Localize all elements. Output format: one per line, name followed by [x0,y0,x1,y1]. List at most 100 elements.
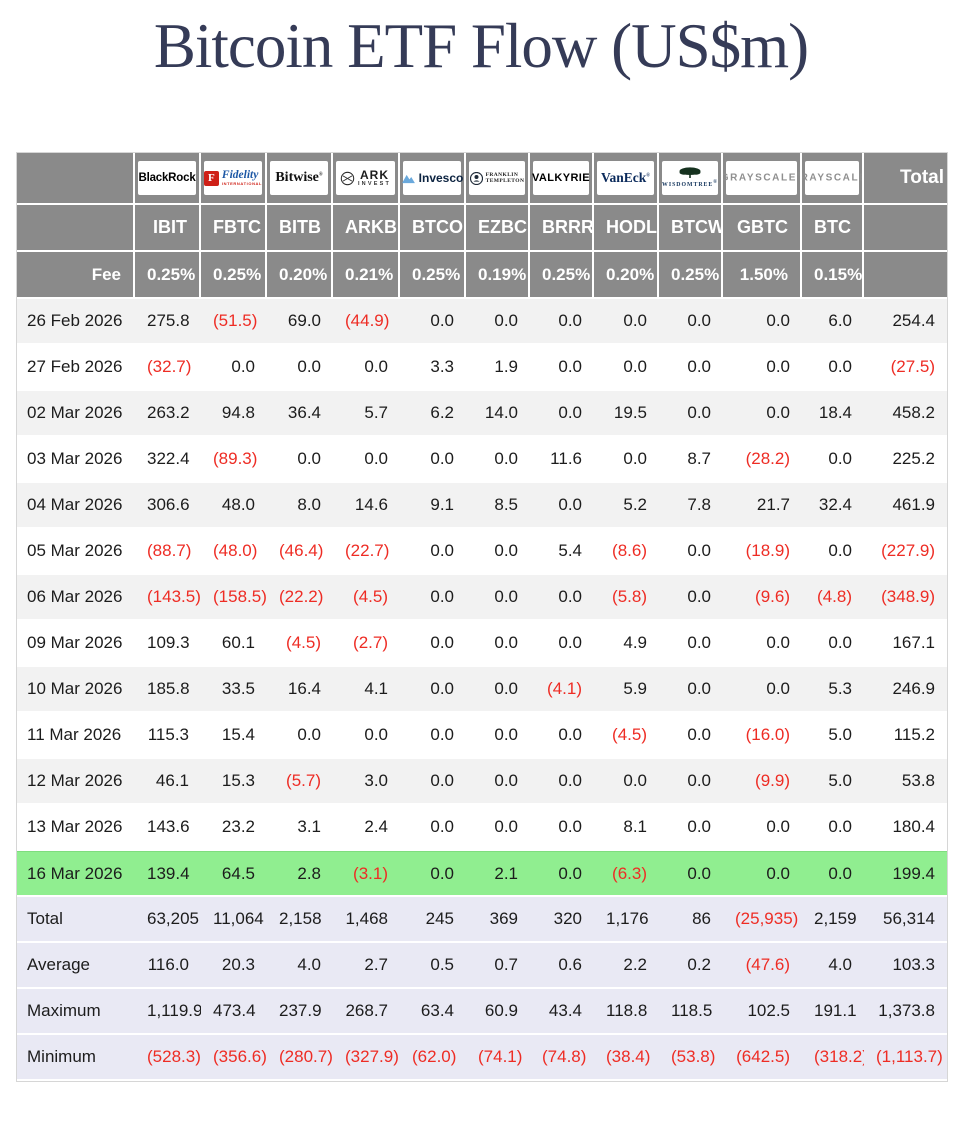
flow-cell-gbtc: (18.9) [723,529,802,575]
flow-cell-gbtc: (16.0) [723,713,802,759]
summary-row-average: Average 116.0 20.3 4.0 2.7 0.5 0.7 0.6 2.2 0.2 (47… [17,943,947,989]
registered-mark: ® [796,172,802,179]
flow-cell-bitb: (4.5) [267,621,333,667]
flow-cell-gbtc: 0.0 [723,851,802,897]
bitwise-wordmark: Bitwise® [275,170,323,185]
ticker-bitb: BITB [267,205,333,252]
provider-logo-cell-gbtc: GRAYSCALE® [723,153,802,205]
summary-cell-brrr: 0.6 [530,943,594,989]
table-row: 05 Mar 2026 (88.7) (48.0) (46.4) (22.7) 0.0 0.… [17,529,947,575]
table-row: 26 Feb 2026 275.8 (51.5) 69.0 (44.9) 0.0 0.0 0.… [17,299,947,345]
summary-label: Average [17,943,135,989]
summary-cell-ezbc: 0.7 [466,943,530,989]
fee-fbtc: 0.25% [201,252,267,299]
fee-ezbc: 0.19% [466,252,530,299]
summary-cell-gbtc: 102.5 [723,989,802,1035]
summary-cell-btc: 4.0 [802,943,864,989]
summary-cell-ibit: 63,205 [135,897,201,943]
vaneck-logo: VanEck® [597,161,654,195]
flow-cell-btcw: 0.0 [659,851,723,897]
valkyrie-logo: VALKYRIE [532,161,591,195]
vaneck-wordmark: VanEck® [600,170,651,185]
flow-cell-hodl: (6.3) [594,851,659,897]
table-row: 03 Mar 2026 322.4 (89.3) 0.0 0.0 0.0 0.0 11.6 0.… [17,437,947,483]
flow-cell-bitb: (46.4) [267,529,333,575]
flow-cell-btco: 0.0 [400,299,466,345]
flow-cell-ezbc: 0.0 [466,667,530,713]
flow-cell-ezbc: 0.0 [466,713,530,759]
flow-cell-arkb: 5.7 [333,391,400,437]
flow-cell-gbtc: 0.0 [723,621,802,667]
flow-cell-arkb: 14.6 [333,483,400,529]
flow-cell-brrr: 11.6 [530,437,594,483]
flow-cell-total: (348.9) [864,575,947,621]
flow-cell-btco: 0.0 [400,575,466,621]
summary-cell-brrr: 43.4 [530,989,594,1035]
row-date: 05 Mar 2026 [17,529,135,575]
summary-cell-bitb: 4.0 [267,943,333,989]
page: { "title": "Bitcoin ETF Flow (US$m)", "c… [0,4,962,1144]
ticker-btc: BTC [802,205,864,252]
flow-cell-total: 461.9 [864,483,947,529]
flow-cell-ibit: 322.4 [135,437,201,483]
ticker-row-label-cell [17,205,135,252]
flow-cell-bitb: (22.2) [267,575,333,621]
invesco-wordmark: Invesco [418,171,464,185]
flow-cell-btcw: 0.0 [659,759,723,805]
flow-cell-fbtc: (51.5) [201,299,267,345]
ticker-header-row: IBIT FBTC BITB ARKB BTCO EZBC BRRR HODL BTCW GBTC… [17,205,947,252]
summary-label: Maximum [17,989,135,1035]
flow-cell-ibit: 306.6 [135,483,201,529]
summary-cell-gbtc: (47.6) [723,943,802,989]
flow-cell-arkb: (3.1) [333,851,400,897]
flow-cell-ezbc: 0.0 [466,299,530,345]
flow-cell-hodl: 5.2 [594,483,659,529]
invesco-logo: Invesco [401,161,464,195]
table-row: 04 Mar 2026 306.6 48.0 8.0 14.6 9.1 8.5 0.0 5.2 7… [17,483,947,529]
logo-header-row: BlackRock F Fidelity INTERNATIONAL Bitwise® A… [17,153,947,205]
summary-cell-fbtc: (356.6) [201,1035,267,1081]
summary-cell-hodl: (38.4) [594,1035,659,1081]
page-title: Bitcoin ETF Flow (US$m) [153,11,809,81]
valkyrie-wordmark: VALKYRIE [532,172,591,184]
flow-cell-btc: (4.8) [802,575,864,621]
blackrock-logo: BlackRock [138,161,196,195]
flow-cell-fbtc: (48.0) [201,529,267,575]
franklin-logo: FRANKLIN TEMPLETON [469,161,525,195]
bitwise-logo: Bitwise® [270,161,328,195]
flow-cell-fbtc: 94.8 [201,391,267,437]
flow-cell-btc: 5.0 [802,713,864,759]
flow-cell-total: 167.1 [864,621,947,667]
flow-cell-brrr: 0.0 [530,483,594,529]
flow-cell-ibit: 139.4 [135,851,201,897]
flow-cell-brrr: 0.0 [530,391,594,437]
ticker-hodl: HODL [594,205,659,252]
registered-mark: ® [318,172,323,178]
flow-cell-ezbc: 0.0 [466,575,530,621]
flow-cell-ibit: 185.8 [135,667,201,713]
row-date: 12 Mar 2026 [17,759,135,805]
flow-cell-ibit: (143.5) [135,575,201,621]
row-date: 10 Mar 2026 [17,667,135,713]
flow-cell-gbtc: 0.0 [723,299,802,345]
flow-cell-ibit: 275.8 [135,299,201,345]
row-date: 16 Mar 2026 [17,851,135,897]
wisdomtree-wordmark: WISDOMTREE® [662,167,718,189]
flow-cell-gbtc: 0.0 [723,391,802,437]
provider-logo-cell-ibit: BlackRock [135,153,201,205]
flow-cell-gbtc: 0.0 [723,667,802,713]
summary-cell-btco: (62.0) [400,1035,466,1081]
flow-cell-brrr: 0.0 [530,713,594,759]
summary-cell-gbtc: (25,935) [723,897,802,943]
summary-cell-btc: 191.1 [802,989,864,1035]
flow-cell-ibit: 115.3 [135,713,201,759]
table-row: 27 Feb 2026 (32.7) 0.0 0.0 0.0 3.3 1.9 0.0 0.0 0.… [17,345,947,391]
table-header: BlackRock F Fidelity INTERNATIONAL Bitwise® A… [17,153,947,299]
summary-cell-hodl: 2.2 [594,943,659,989]
flow-cell-fbtc: (158.5) [201,575,267,621]
flow-cell-ezbc: 0.0 [466,529,530,575]
fee-arkb: 0.21% [333,252,400,299]
summary-cell-arkb: 2.7 [333,943,400,989]
flow-cell-hodl: (5.8) [594,575,659,621]
flow-cell-gbtc: 0.0 [723,345,802,391]
